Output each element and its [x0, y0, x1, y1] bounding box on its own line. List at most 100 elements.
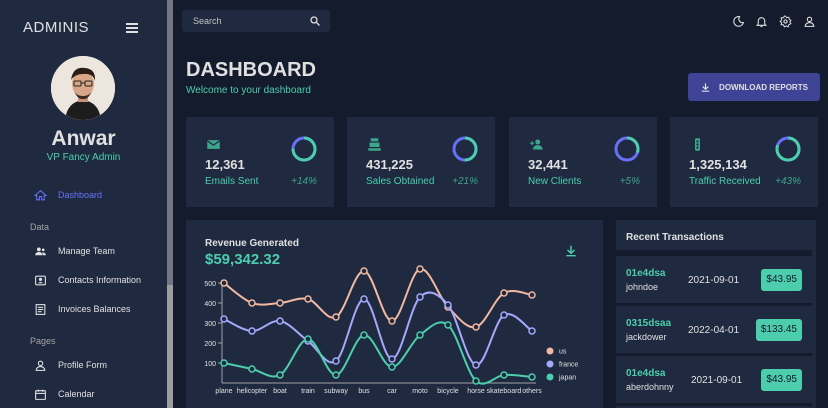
data-point-france [248, 327, 256, 335]
transactions-scrollbar[interactable] [812, 220, 816, 408]
data-point-france [528, 327, 536, 335]
stat-value: 32,441 [528, 157, 568, 172]
menu-icon[interactable] [126, 23, 138, 33]
stat-card-emails: 12,361 Emails Sent +14% [186, 117, 334, 207]
sidebar-item-calendar[interactable]: Calendar [34, 384, 95, 404]
series-line-us [223, 268, 533, 329]
stat-value: 1,325,134 [689, 157, 747, 172]
sidebar-scrollbar[interactable] [167, 0, 173, 408]
progress-ring [291, 136, 317, 162]
search-icon[interactable] [309, 15, 321, 27]
data-point-us [332, 313, 340, 321]
dark-mode-icon[interactable] [732, 15, 745, 28]
download-icon[interactable] [564, 244, 578, 258]
sidebar-item-profile-form[interactable]: Profile Form [34, 355, 107, 375]
data-point-france [388, 355, 396, 363]
download-reports-button[interactable]: DOWNLOAD REPORTS [688, 73, 820, 101]
people-icon [35, 246, 46, 255]
transaction-id: 0315dsaa [626, 318, 672, 329]
data-point-japan [360, 331, 368, 339]
x-tick-label: horse [467, 388, 485, 395]
stat-change: +43% [775, 176, 801, 187]
stat-label: Emails Sent [205, 176, 259, 187]
data-point-japan [500, 371, 508, 379]
transaction-id: 01e4dsa [626, 368, 666, 379]
person-add-icon [530, 139, 543, 150]
progress-ring [775, 136, 801, 162]
x-tick-label: moto [412, 388, 428, 395]
x-tick-label: skateboard [487, 388, 522, 395]
search-box [182, 10, 330, 32]
x-tick-label: boat [273, 388, 287, 395]
x-tick-label: bicycle [437, 388, 459, 395]
transaction-row[interactable]: 0315dsaa jackdower 2022-04-01 $133.45 [616, 306, 812, 353]
legend-label-japan: japan [558, 375, 576, 382]
progress-ring [452, 136, 478, 162]
scrollbar-thumb[interactable] [167, 0, 173, 285]
sidebar-item-manage-team[interactable]: Manage Team [34, 241, 115, 261]
transaction-id: 01e4dsa [626, 268, 666, 279]
transaction-row [616, 406, 812, 408]
transaction-amount: $133.45 [755, 319, 802, 341]
transaction-row[interactable]: 01e4dsa johndoe 2021-09-01 $43.95 [616, 256, 812, 303]
sidebar-item-label: Dashboard [58, 190, 103, 200]
x-tick-label: others [522, 388, 542, 395]
transaction-user: aberdohnny [626, 382, 674, 392]
data-point-france [332, 357, 340, 365]
home-icon [34, 189, 47, 200]
stat-label: New Clients [528, 176, 582, 187]
transaction-amount: $43.95 [761, 269, 802, 291]
data-point-us [220, 279, 228, 287]
contacts-icon [35, 275, 46, 285]
data-point-france [276, 317, 284, 325]
legend-marker-france [546, 360, 554, 368]
transactions-title: Recent Transactions [626, 232, 724, 243]
person-icon[interactable] [803, 15, 816, 28]
data-point-france [360, 295, 368, 303]
download-icon [701, 82, 710, 92]
sidebar-item-invoices[interactable]: Invoices Balances [34, 299, 131, 319]
sidebar: ADMINIS Anwar VP Fancy Admin Dashboard D… [0, 0, 167, 408]
stat-card-clients: 32,441 New Clients +5% [509, 117, 657, 207]
page-title: DASHBOARD [186, 59, 316, 81]
section-data: Data [30, 222, 50, 232]
data-point-france [416, 293, 424, 301]
profile-role: VP Fancy Admin [46, 152, 121, 163]
data-point-us [416, 265, 424, 273]
transaction-date: 2021-09-01 [691, 375, 743, 386]
sidebar-item-label: Profile Form [58, 360, 108, 370]
revenue-card: Revenue Generated $59,342.32 100 200 300 40… [186, 220, 603, 408]
y-tick-label: 200 [204, 341, 216, 348]
transactions-header: Recent Transactions [616, 220, 812, 253]
progress-ring [614, 136, 640, 162]
search-input[interactable] [193, 14, 303, 28]
brand-title: ADMINIS [23, 19, 90, 36]
download-reports-label: DOWNLOAD REPORTS [719, 82, 808, 92]
data-point-japan [248, 365, 256, 373]
sidebar-item-contacts[interactable]: Contacts Information [34, 270, 141, 290]
sidebar-item-dashboard[interactable]: Dashboard [34, 185, 102, 205]
email-icon [206, 140, 221, 149]
sidebar-item-label: Invoices Balances [58, 304, 131, 314]
sidebar-item-label: Contacts Information [58, 275, 142, 285]
transaction-date: 2022-04-01 [688, 325, 740, 336]
legend-marker-japan [546, 373, 554, 381]
data-point-us [248, 299, 256, 307]
y-tick-label: 500 [204, 281, 216, 288]
notifications-icon[interactable] [755, 15, 768, 28]
transaction-amount: $43.95 [761, 369, 802, 391]
legend-marker-us [546, 347, 554, 355]
data-point-france [500, 311, 508, 319]
transaction-row[interactable]: 01e4dsa aberdohnny 2021-09-01 $43.95 [616, 356, 812, 403]
settings-icon[interactable] [779, 15, 792, 28]
calendar-icon [35, 389, 46, 400]
data-point-us [304, 295, 312, 303]
stat-change: +5% [619, 176, 640, 187]
point-of-sale-icon [368, 138, 381, 151]
data-point-japan [472, 377, 480, 385]
x-tick-label: bus [358, 388, 370, 395]
data-point-us [500, 289, 508, 297]
transaction-user: johndoe [626, 282, 659, 292]
data-point-us [528, 291, 536, 299]
data-point-japan [528, 373, 536, 381]
